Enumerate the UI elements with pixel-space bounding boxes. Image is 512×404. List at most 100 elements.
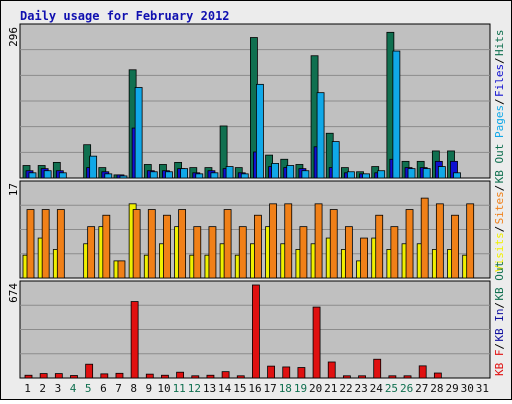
bar-sites	[466, 203, 475, 279]
legend-hits: Hits	[493, 30, 506, 57]
bar-kbf	[191, 375, 200, 379]
legend-separator: /	[493, 57, 506, 64]
bar-pages	[119, 175, 128, 179]
legend-separator: /	[493, 226, 506, 233]
bar-kbf	[252, 284, 260, 379]
bar-kbf	[388, 375, 397, 379]
legend-visits: Visits	[493, 232, 506, 272]
bar-sites	[451, 214, 459, 279]
bar-pages	[149, 171, 158, 179]
bar-kbf	[403, 375, 412, 379]
bar-kbf	[115, 372, 124, 379]
bar-sites	[420, 197, 429, 279]
bar-sites	[375, 214, 384, 279]
bar-sites	[269, 203, 277, 279]
bar-pages	[43, 170, 52, 179]
bar-pages	[331, 141, 340, 179]
x-tick-label: 5	[85, 382, 92, 395]
x-tick-label: 26	[400, 382, 413, 395]
bar-kbf	[282, 366, 291, 379]
bar-kbf	[70, 375, 78, 379]
panel-middle	[19, 180, 491, 279]
bar-sites	[254, 214, 262, 279]
bar-kbf	[433, 372, 442, 379]
bar-sites	[299, 226, 308, 279]
bar-kbf	[418, 365, 427, 379]
bar-sites	[132, 209, 141, 279]
bar-sites	[178, 209, 187, 279]
x-tick-label: 21	[324, 382, 337, 395]
bar-sites	[238, 226, 247, 279]
bar-kbf	[24, 374, 33, 379]
bar-kbf	[373, 358, 382, 379]
x-tick-label: 12	[188, 382, 201, 395]
x-tick-label: 14	[218, 382, 232, 395]
bar-kbf	[358, 375, 366, 379]
bar-sites	[41, 209, 50, 279]
bar-pages	[58, 172, 67, 179]
bar-pages	[210, 172, 219, 179]
bar-sites	[26, 209, 35, 279]
bar-sites	[435, 203, 444, 279]
y-max-label: 296	[7, 27, 20, 47]
x-tick-label: 18	[279, 382, 292, 395]
x-tick-label: 10	[157, 382, 170, 395]
x-tick-label: 2	[39, 382, 46, 395]
bar-sites	[163, 214, 171, 279]
x-tick-label: 15	[233, 382, 246, 395]
x-tick-label: 25	[385, 382, 398, 395]
x-tick-label: 13	[203, 382, 216, 395]
panel-bottom	[19, 280, 491, 379]
bar-sites	[284, 203, 293, 279]
x-tick-label: 9	[146, 382, 153, 395]
bar-kbf	[206, 374, 215, 379]
x-tick-label: 11	[173, 382, 186, 395]
bar-kbf	[39, 373, 48, 379]
bar-kbf	[85, 363, 94, 379]
x-tick-label: 29	[445, 382, 458, 395]
x-tick-label: 30	[461, 382, 474, 395]
y-max-label: 674	[7, 283, 20, 303]
bar-pages	[271, 163, 279, 179]
legend-pages: Pages	[493, 105, 506, 138]
x-tick-label: 4	[70, 382, 77, 395]
bar-pages	[377, 170, 386, 179]
bar-pages	[422, 168, 431, 179]
bar-pages	[195, 173, 204, 179]
bar-sites	[405, 209, 414, 279]
bar-sites	[147, 209, 156, 279]
legend-kb-f: KB F	[493, 350, 506, 377]
chart-title: Daily usage for February 2012	[20, 9, 230, 23]
bar-kbf	[297, 367, 306, 379]
x-tick-label: 23	[355, 382, 368, 395]
x-tick-label: 7	[115, 382, 122, 395]
x-tick-label: 3	[55, 382, 62, 395]
bar-pages	[407, 168, 416, 179]
bar-pages	[362, 173, 370, 179]
bar-sites	[360, 237, 368, 279]
bar-sites	[56, 209, 65, 279]
bar-kbf	[100, 373, 109, 379]
bar-kbf	[145, 373, 154, 379]
bar-pages	[316, 92, 325, 179]
bar-kbf	[236, 375, 245, 379]
x-tick-label: 20	[309, 382, 322, 395]
bar-kbf	[176, 371, 185, 379]
y-max-label: 17	[7, 183, 20, 196]
x-tick-label: 24	[370, 382, 384, 395]
bar-pages	[256, 83, 264, 179]
bar-pages	[437, 166, 446, 179]
bar-pages	[225, 166, 234, 179]
x-tick-label: 6	[100, 382, 107, 395]
bar-pages	[240, 173, 249, 179]
legend-kb-in: KB In	[493, 308, 506, 341]
panel-top	[19, 23, 491, 179]
bar-pages	[104, 173, 113, 179]
legend-sites: Sites	[493, 191, 506, 224]
bar-sites	[390, 226, 399, 279]
bar-pages	[346, 171, 355, 179]
bar-pages	[392, 50, 401, 179]
x-tick-label: 8	[130, 382, 137, 395]
